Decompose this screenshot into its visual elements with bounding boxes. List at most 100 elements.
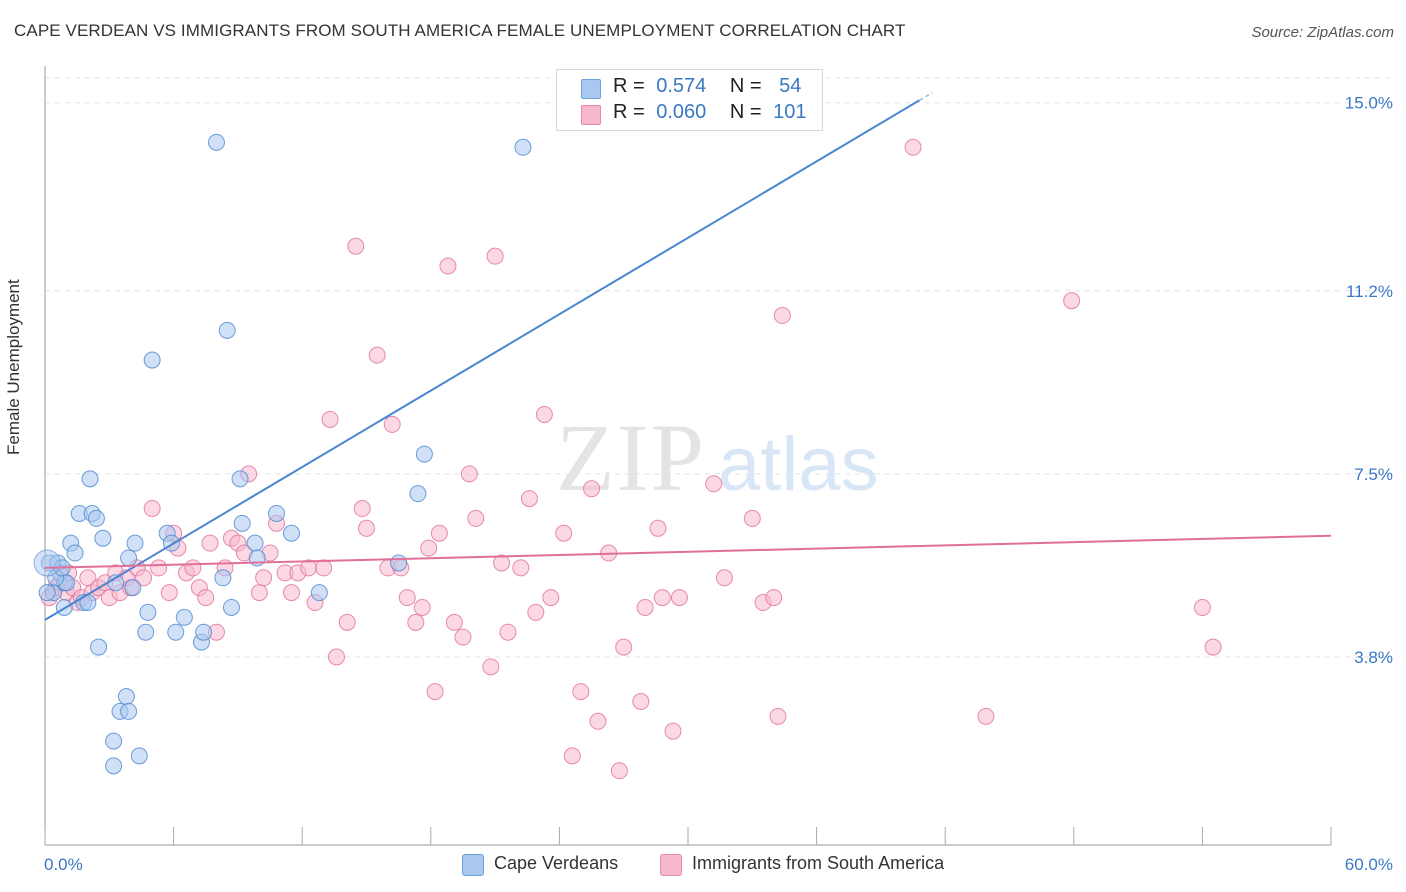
data-point [315, 559, 333, 577]
data-point [1063, 292, 1081, 310]
y-tick-label: 7.5% [1354, 465, 1393, 484]
data-point [327, 648, 345, 666]
data-point [66, 544, 84, 562]
watermark-atlas: atlas [718, 422, 879, 507]
y-tick-label: 11.2% [1346, 282, 1393, 301]
data-point [670, 589, 688, 607]
data-point [347, 237, 365, 255]
data-point [1204, 638, 1222, 656]
data-point [214, 569, 232, 587]
data-point [175, 608, 193, 626]
x-tick-label: 60.0% [1345, 855, 1393, 874]
y-tick-label: 15.0% [1345, 94, 1393, 113]
data-point [420, 539, 438, 557]
data-point [218, 321, 236, 339]
data-point [445, 613, 463, 631]
data-point [282, 584, 300, 602]
data-point [197, 589, 215, 607]
data-point [765, 589, 783, 607]
data-point [589, 712, 607, 730]
data-point [583, 480, 601, 498]
data-point [426, 683, 444, 701]
data-point [636, 598, 654, 616]
watermark: ZIP atlas [556, 404, 879, 511]
data-point [130, 747, 148, 765]
data-point [222, 598, 240, 616]
data-point [358, 519, 375, 537]
data-point [135, 569, 153, 587]
data-point [390, 554, 408, 572]
data-point [460, 465, 478, 483]
legend-swatch-blue [581, 79, 601, 99]
data-point [105, 757, 123, 775]
gridlines [45, 77, 1391, 658]
data-point [338, 613, 356, 631]
n-value: 101 [773, 101, 807, 123]
data-point [904, 138, 922, 156]
series-points [33, 133, 1222, 780]
data-point [233, 514, 251, 532]
data-point [555, 524, 573, 542]
legend-stats-1: R = 0.574 N = 54 [613, 75, 801, 98]
data-point [267, 504, 285, 522]
data-point [38, 584, 56, 602]
data-point [255, 569, 273, 587]
data-point [120, 549, 138, 567]
data-point [184, 559, 202, 577]
data-point [715, 569, 733, 587]
data-point [246, 534, 264, 552]
data-point [321, 410, 339, 428]
trend-line [44, 99, 920, 621]
y-axis-label: Female Unemployment [4, 279, 23, 455]
chart-source: Source: ZipAtlas.com [1251, 24, 1394, 41]
data-point [81, 470, 99, 488]
data-point [1193, 598, 1211, 616]
data-point [353, 500, 371, 518]
x-tick-label: 0.0% [44, 855, 83, 874]
data-point [486, 247, 504, 265]
data-point [143, 351, 161, 369]
data-point [310, 584, 328, 602]
data-point [542, 589, 560, 607]
legend-stats-2: R = 0.060 N = 101 [613, 101, 807, 124]
data-point [126, 534, 144, 552]
bottom-legend-swatch-pink [660, 854, 682, 876]
data-point [383, 415, 401, 433]
data-point [368, 346, 386, 364]
data-point [512, 559, 530, 577]
data-point [773, 307, 791, 325]
trend-line [44, 534, 1332, 569]
data-point [120, 702, 138, 720]
data-point [150, 559, 168, 577]
data-point [705, 475, 723, 493]
data-point [649, 519, 667, 537]
data-point [195, 623, 213, 641]
data-point [415, 445, 433, 463]
data-point [664, 722, 682, 740]
data-point [231, 470, 249, 488]
data-point [250, 584, 268, 602]
data-point [201, 534, 219, 552]
n-label: N = [729, 101, 762, 123]
data-point [482, 658, 500, 676]
data-point [743, 509, 761, 527]
n-label: N = [729, 75, 762, 97]
data-point [87, 509, 105, 527]
data-point [430, 524, 448, 542]
data-point [514, 138, 532, 156]
data-point [90, 638, 108, 656]
chart-title: CAPE VERDEAN VS IMMIGRANTS FROM SOUTH AM… [14, 21, 906, 40]
bottom-legend-label: Immigrants from South America [692, 853, 945, 873]
legend-swatch-pink [581, 105, 601, 125]
data-point [467, 509, 485, 527]
data-point [94, 529, 112, 547]
r-label: R = [613, 75, 645, 97]
data-point [33, 549, 61, 577]
y-tick-label: 3.8% [1354, 648, 1393, 667]
trend-lines [44, 91, 1332, 621]
axes [44, 66, 1332, 846]
data-point [563, 747, 581, 765]
data-point [407, 613, 425, 631]
bottom-legend-swatch-blue [462, 854, 484, 876]
data-point [493, 554, 511, 572]
